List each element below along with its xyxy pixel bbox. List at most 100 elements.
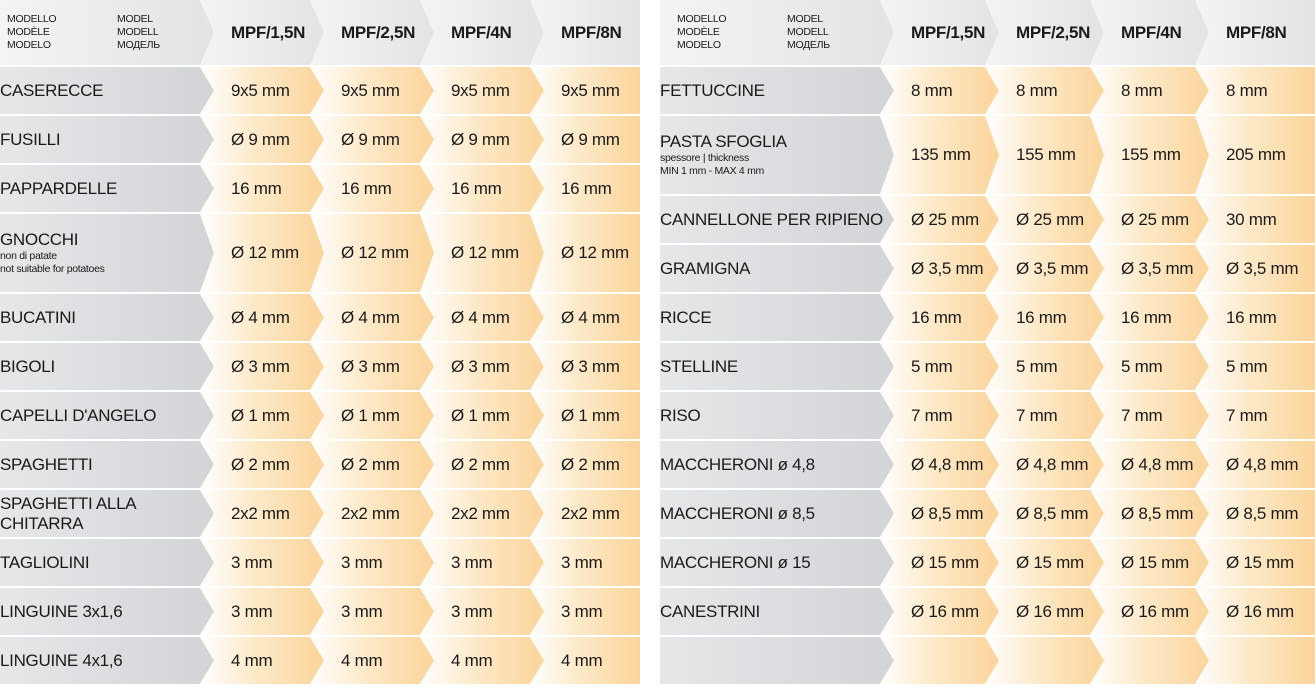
pasta-name: LINGUINE 4x1,6 [0,650,123,670]
table-row: MACCHERONI ø 15 Ø 15 mm Ø 15 mm Ø 15 mm Ø 15… [660,539,1315,586]
pasta-name-cell: FETTUCCINE [660,67,894,114]
table-row: PASTA SFOGLIA spessore | thickness MIN 1 m… [660,116,1315,194]
model-label-cell: MODELLO MODEL MODÈLE MODELL MODELO МОДЕЛЬ [660,0,894,65]
table-row: CAPELLI D'ANGELO Ø 1 mm Ø 1 mm Ø 1 mm Ø 1 mm [0,392,640,439]
size-value: Ø 25 mm [1090,196,1209,243]
size-value: Ø 3,5 mm [985,245,1104,292]
pasta-name-cell: CANNELLONE PER RIPIENO [660,196,894,243]
size-value: 205 mm [1195,116,1315,194]
size-value: Ø 8,5 mm [1195,490,1315,537]
pasta-name: RICCE [660,307,712,327]
size-value: Ø 4 mm [200,294,324,341]
size-value: 3 mm [420,588,544,635]
header-row: MODELLO MODEL MODÈLE MODELL MODELO МОДЕЛЬ MPF/… [660,0,1315,65]
size-value: Ø 15 mm [1195,539,1315,586]
pasta-note: MIN 1 mm - MAX 4 mm [660,165,764,177]
size-value: Ø 25 mm [880,196,999,243]
table-row: BIGOLI Ø 3 mm Ø 3 mm Ø 3 mm Ø 3 mm [0,343,640,390]
pasta-name-cell: SPAGHETTI [0,441,214,488]
pasta-name-cell: BIGOLI [0,343,214,390]
pasta-name: CANESTRINI [660,601,760,621]
pasta-name-cell: TAGLIOLINI [0,539,214,586]
pasta-name-cell: RICCE [660,294,894,341]
pasta-name-cell: GRAMIGNA [660,245,894,292]
table-row: GNOCCHI non di patate not suitable for pot… [0,214,640,292]
size-value: Ø 8,5 mm [880,490,999,537]
model-label: MODELL [787,26,829,38]
pasta-name: SPAGHETTI ALLA CHITARRA [0,493,136,533]
size-value: 9x5 mm [420,67,544,114]
size-value: Ø 1 mm [200,392,324,439]
size-value: 8 mm [880,67,999,114]
pasta-note: non di patate [0,250,57,262]
pasta-name: LINGUINE 3x1,6 [0,601,123,621]
table-row: RISO 7 mm 7 mm 7 mm 7 mm [660,392,1315,439]
pasta-name: FUSILLI [0,129,61,149]
size-value: 7 mm [880,392,999,439]
pasta-note: spessore | thickness [660,152,749,164]
pasta-name: BUCATINI [0,307,76,327]
size-value [880,637,999,684]
size-value: Ø 3 mm [420,343,544,390]
model-label: MODEL [787,13,823,25]
pasta-name: STELLINE [660,356,738,376]
pasta-name-cell: STELLINE [660,343,894,390]
size-value: Ø 3 mm [530,343,640,390]
model-header: MPF/2,5N [310,0,434,65]
model-label: MODELO [7,39,51,51]
size-value: Ø 3 mm [310,343,434,390]
size-value: 4 mm [530,637,640,684]
size-value: Ø 3,5 mm [1090,245,1209,292]
size-value: 3 mm [420,539,544,586]
size-value [985,637,1104,684]
size-value: Ø 4 mm [530,294,640,341]
size-value: Ø 4,8 mm [985,441,1104,488]
table-row: LINGUINE 3x1,6 3 mm 3 mm 3 mm 3 mm [0,588,640,635]
size-value: 16 mm [530,165,640,212]
size-value: Ø 2 mm [200,441,324,488]
pasta-name: MACCHERONI ø 8,5 [660,503,815,523]
pasta-name-cell: MACCHERONI ø 4,8 [660,441,894,488]
table-row: CANNELLONE PER RIPIENO Ø 25 mm Ø 25 mm Ø 25… [660,196,1315,243]
pasta-name-cell [660,637,894,684]
size-value: Ø 1 mm [530,392,640,439]
size-value: 16 mm [200,165,324,212]
size-value: Ø 4,8 mm [880,441,999,488]
size-value: 9x5 mm [200,67,324,114]
size-value: Ø 9 mm [310,116,434,163]
pasta-name-cell: GNOCCHI non di patate not suitable for pot… [0,214,214,292]
size-value: Ø 8,5 mm [1090,490,1209,537]
size-value: Ø 15 mm [985,539,1104,586]
pasta-name: CASERECCE [0,80,104,100]
size-value: 135 mm [880,116,999,194]
pasta-name: CANNELLONE PER RIPIENO [660,209,883,229]
header-row: MODELLO MODEL MODÈLE MODELL MODELO МОДЕЛЬ MPF/… [0,0,640,65]
size-value: 4 mm [310,637,434,684]
size-value: 4 mm [200,637,324,684]
pasta-name: MACCHERONI ø 15 [660,552,811,572]
size-value: Ø 9 mm [200,116,324,163]
size-value: 3 mm [530,588,640,635]
size-value: Ø 15 mm [880,539,999,586]
size-value: 16 mm [1195,294,1315,341]
size-value: Ø 4 mm [420,294,544,341]
size-value: 3 mm [310,588,434,635]
size-value: Ø 3 mm [200,343,324,390]
model-header: MPF/4N [1090,0,1209,65]
pasta-name: CAPELLI D'ANGELO [0,405,157,425]
size-value: Ø 4,8 mm [1195,441,1315,488]
size-value: Ø 16 mm [985,588,1104,635]
pasta-name: MACCHERONI ø 4,8 [660,454,815,474]
pasta-name-cell: FUSILLI [0,116,214,163]
pasta-note: not suitable for potatoes [0,263,105,275]
table-row: GRAMIGNA Ø 3,5 mm Ø 3,5 mm Ø 3,5 mm Ø 3,5 mm [660,245,1315,292]
size-value: 16 mm [1090,294,1209,341]
pasta-name-cell: PAPPARDELLE [0,165,214,212]
pasta-name-cell: MACCHERONI ø 15 [660,539,894,586]
size-value: Ø 4 mm [310,294,434,341]
table-row [660,637,1315,684]
pasta-name-cell: LINGUINE 3x1,6 [0,588,214,635]
model-label: MODELLO [7,13,57,25]
size-value [1090,637,1209,684]
pasta-name-cell: RISO [660,392,894,439]
